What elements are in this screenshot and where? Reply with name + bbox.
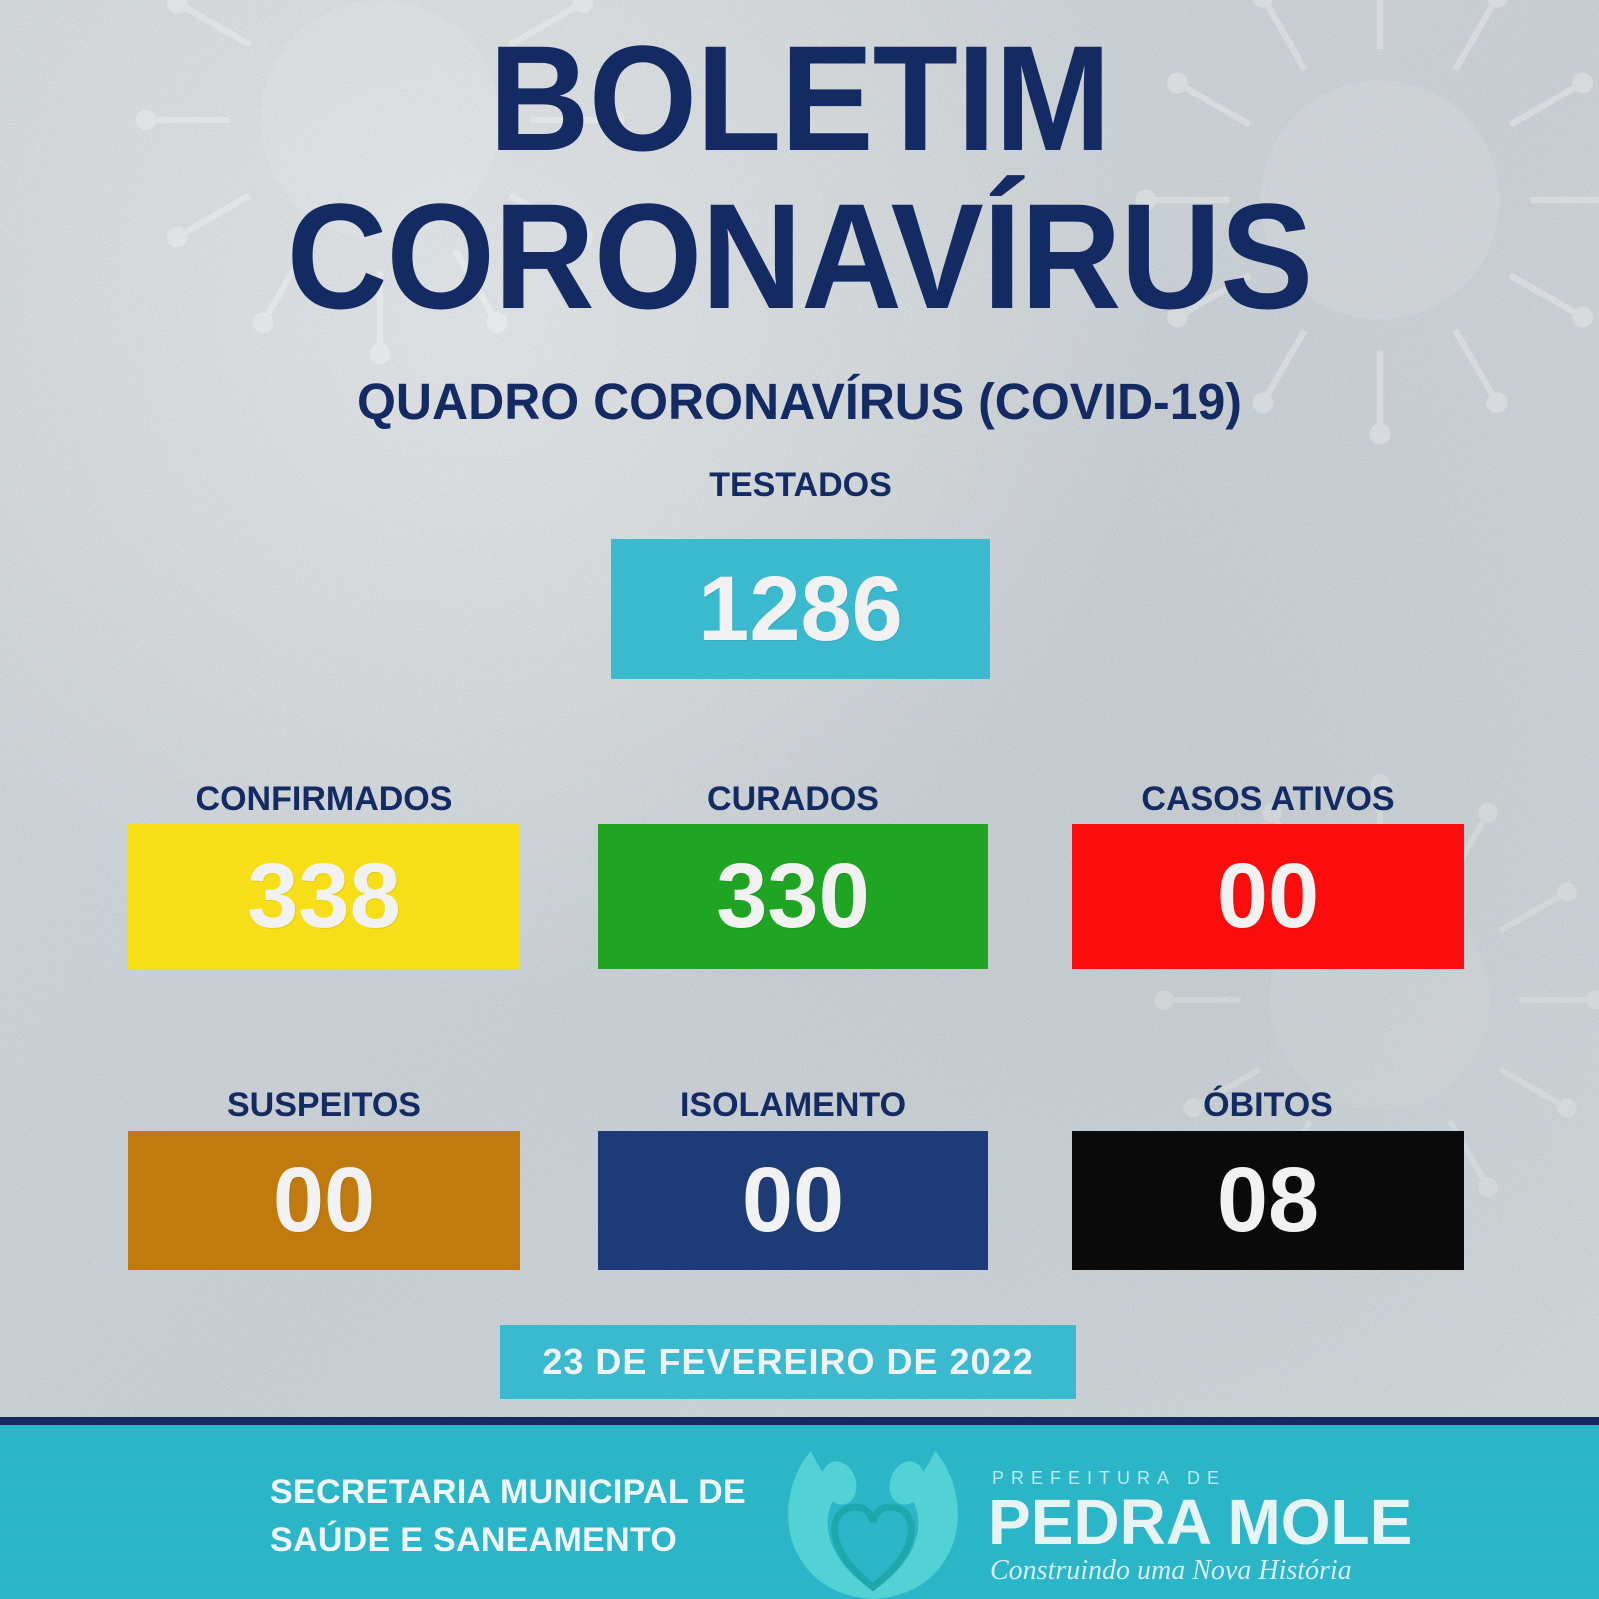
svg-text:Construindo uma Nova História: Construindo uma Nova História	[990, 1555, 1352, 1586]
svg-text:PEDRA MOLE: PEDRA MOLE	[988, 1486, 1412, 1558]
svg-text:PREFEITURA DE: PREFEITURA DE	[992, 1468, 1226, 1488]
